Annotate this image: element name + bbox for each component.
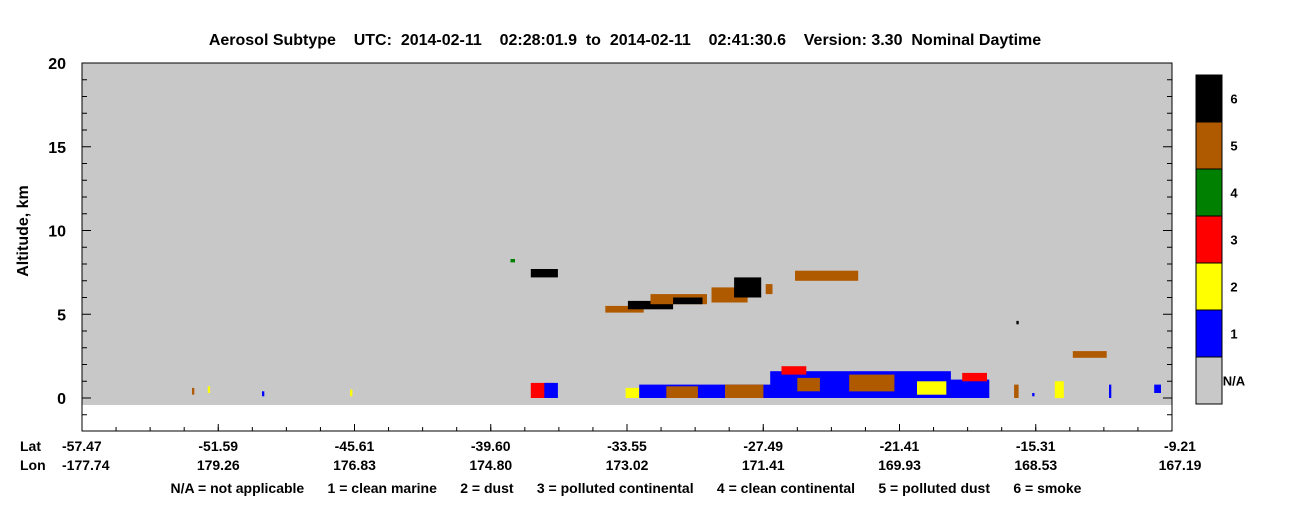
x-tick-label-lat: -15.31 [1016,438,1056,454]
x-tick-label-lon: 179.26 [197,457,240,473]
aerosol-feature-28 [962,372,987,382]
plot-background [82,63,1172,405]
y-tick-label: 5 [57,307,66,324]
class-legend: N/A = not applicable 1 = clean marine 2 … [171,480,1082,496]
colorbar-swatch [1195,356,1223,405]
x-tick-label-lat: -39.60 [471,438,511,454]
colorbar-label: 3 [1230,233,1237,248]
aerosol-feature-23 [797,377,820,392]
x-row-label-lat: Lat [20,438,41,454]
x-tick-label-lat: -57.47 [62,438,102,454]
aerosol-feature-32 [1109,384,1112,398]
aerosol-feature-8 [605,305,644,313]
aerosol-feature-11 [673,297,703,305]
x-tick-label-lon: 169.93 [878,457,921,473]
colorbar-label: 5 [1230,139,1237,154]
chart-title: Aerosol Subtype UTC: 2014-02-11 02:28:01… [209,32,1041,49]
aerosol-feature-5 [530,269,558,278]
x-tick-label-lat: -45.61 [335,438,375,454]
y-axis: 0 5 10 15 20 [48,56,1172,416]
colorbar-swatch [1195,215,1223,264]
aerosol-feature-21 [725,384,764,398]
aerosol-feature-18 [625,387,646,398]
x-tick-label-lat: -21.41 [880,438,920,454]
x-tick-label-lon: 171.41 [742,457,785,473]
aerosol-feature-24 [849,374,895,392]
y-axis-label: Altitude, km [15,185,32,277]
aerosol-feature-4 [510,259,515,263]
x-tick-label-lon: -177.74 [62,457,110,473]
x-tick-label-lat: -33.55 [607,438,647,454]
x-tick-label-lon: 167.19 [1159,457,1202,473]
aerosol-features [192,259,1161,399]
y-tick-label: 0 [57,391,66,408]
aerosol-feature-1 [207,386,211,393]
y-tick-label: 20 [48,56,66,73]
aerosol-feature-13 [734,277,762,298]
colorbar-swatch [1195,168,1223,217]
x-tick-label-lat: -27.49 [743,438,783,454]
x-tick-label-lon: 168.53 [1014,457,1057,473]
colorbar-label: 4 [1230,186,1238,201]
aerosol-feature-16 [1016,320,1019,325]
aerosol-feature-14 [765,284,773,295]
y-tick-label: 15 [48,140,66,157]
aerosol-feature-31 [1054,381,1064,399]
aerosol-feature-33 [1154,384,1161,393]
aerosol-feature-7 [544,382,558,398]
aerosol-feature-15 [795,270,859,281]
x-axis: Lat Lon -57.47 -177.74 -51.59 179.26 -45.61 1… [20,424,1202,473]
colorbar-label: 6 [1230,92,1237,107]
plot-area [81,62,1173,432]
colorbar-label: N/A [1223,374,1246,389]
colorbar-swatch [1195,309,1223,358]
aerosol-feature-29 [1014,384,1019,398]
colorbar-swatch [1195,121,1223,170]
colorbar-label: 2 [1230,280,1237,295]
aerosol-feature-9 [627,300,674,310]
colorbar-label: 1 [1230,327,1237,342]
x-tick-label-lon: 173.02 [606,457,649,473]
y-tick-label: 10 [48,224,66,241]
aerosol-feature-30 [1032,393,1035,397]
aerosol-feature-17 [1072,351,1107,358]
x-tick-label-lon: 176.83 [333,457,376,473]
colorbar-swatch [1195,74,1223,123]
aerosol-feature-25 [781,366,807,375]
colorbar-swatch [1195,262,1223,311]
aerosol-feature-26 [917,381,947,395]
aerosol-feature-2 [262,391,265,397]
aerosol-feature-27 [946,379,990,398]
aerosol-feature-0 [192,387,195,395]
x-row-label-lon: Lon [20,457,46,473]
x-tick-label-lon: 174.80 [469,457,512,473]
aerosol-feature-20 [666,386,698,398]
x-tick-label-lat: -51.59 [198,438,238,454]
colorbar: 6 5 4 3 2 1 N/A [1195,74,1246,405]
x-tick-label-lat: -9.21 [1164,438,1196,454]
aerosol-feature-3 [350,389,353,397]
